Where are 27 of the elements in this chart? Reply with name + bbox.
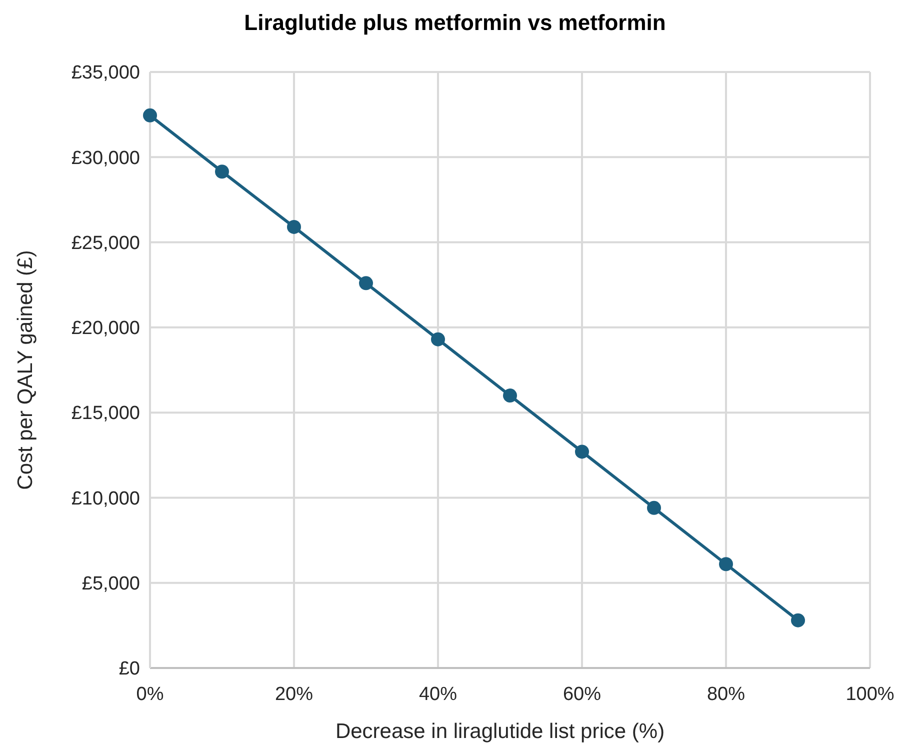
- y-tick-label: £15,000: [71, 403, 140, 424]
- x-axis-title: Decrease in liraglutide list price (%): [335, 720, 665, 743]
- x-tick-label: 60%: [562, 684, 602, 705]
- point: [431, 332, 445, 346]
- point: [791, 613, 805, 628]
- point: [719, 557, 733, 572]
- y-axis-title: Cost per QALY gained (£): [14, 250, 37, 490]
- y-tick-label: £35,000: [71, 62, 140, 84]
- point: [143, 108, 157, 122]
- x-tick-label: 80%: [706, 684, 746, 705]
- x-tick-label: 0%: [136, 684, 164, 705]
- y-tick-label: £10,000: [71, 488, 140, 510]
- y-tick-label: £20,000: [71, 318, 140, 340]
- point: [503, 388, 517, 403]
- point: [575, 444, 589, 459]
- point: [215, 164, 229, 179]
- x-tick-label: 40%: [418, 684, 458, 705]
- y-tick-label: £0: [118, 658, 140, 680]
- point: [359, 276, 373, 290]
- y-tick-label: £30,000: [71, 148, 140, 169]
- x-tick-label: 20%: [274, 684, 314, 705]
- chart-title: Liraglutide plus metformin vs metformin: [244, 10, 666, 35]
- x-tick-label: 100%: [846, 684, 894, 705]
- y-tick-label: £25,000: [71, 232, 140, 254]
- point: [287, 220, 301, 234]
- point: [647, 500, 661, 515]
- y-tick-label: £5,000: [82, 574, 140, 595]
